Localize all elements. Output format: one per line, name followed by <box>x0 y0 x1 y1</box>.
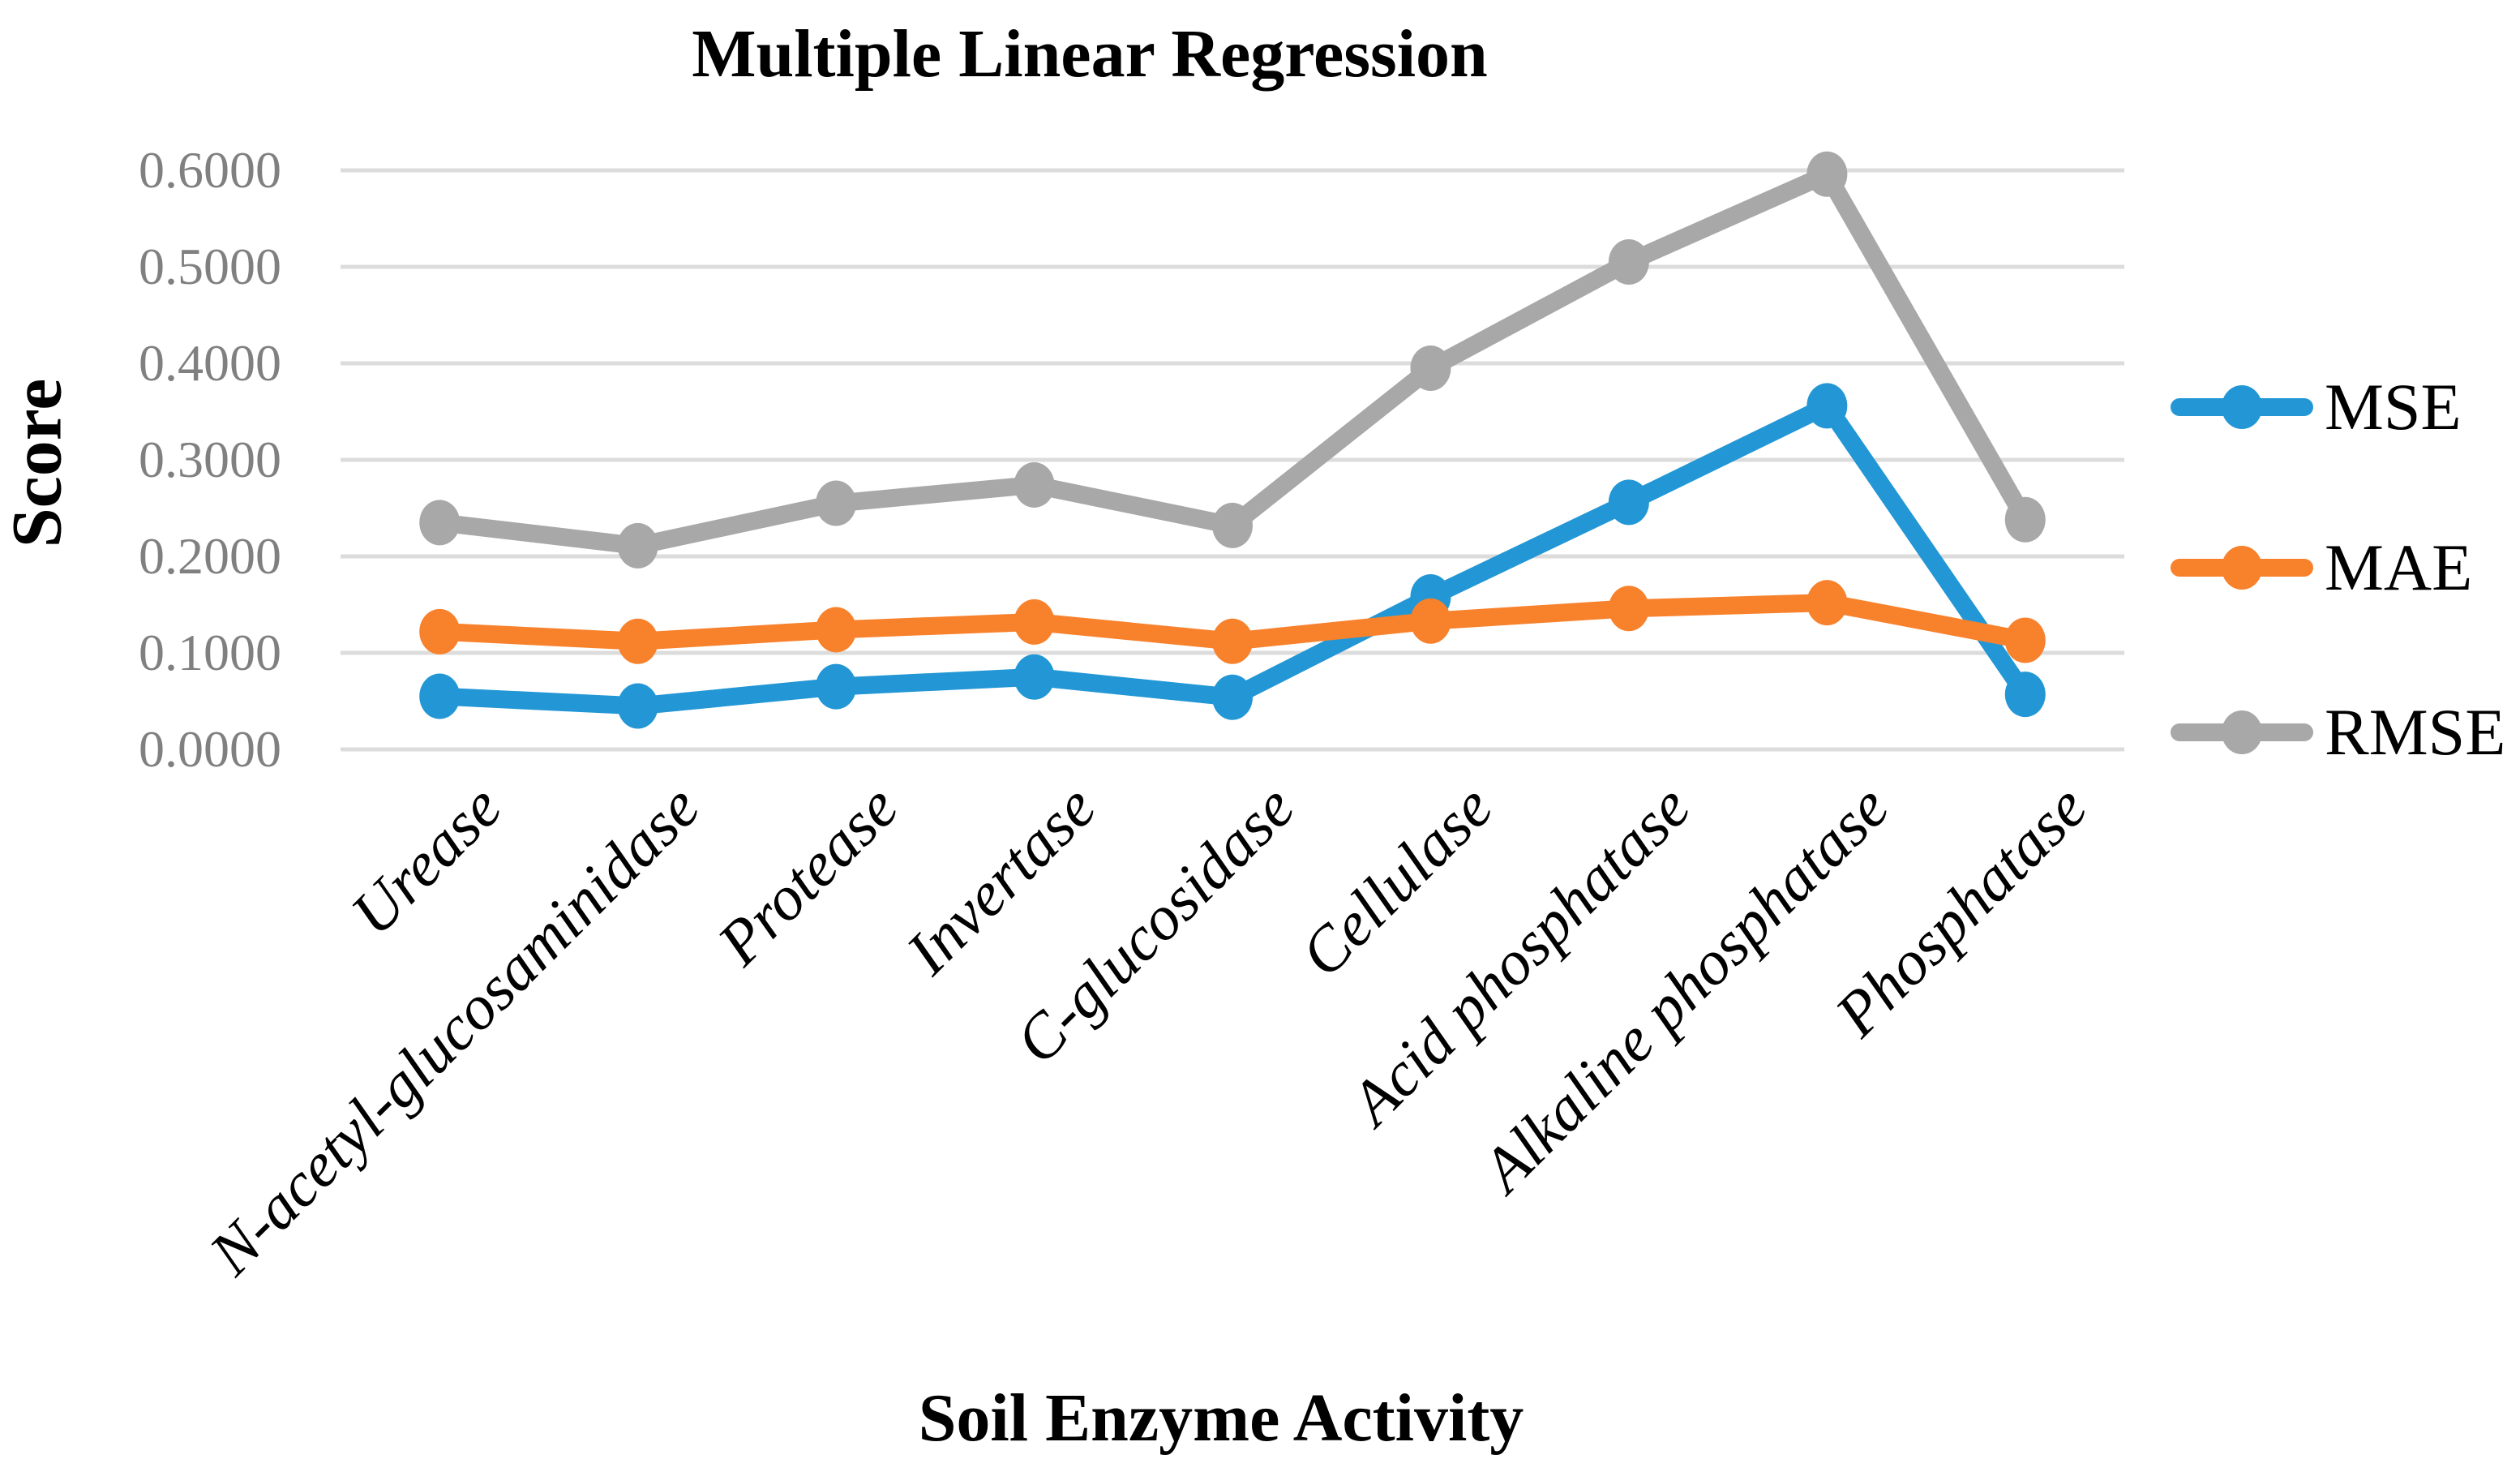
y-axis-tick-label: 0.4000 <box>139 334 281 392</box>
y-axis-tick-label: 0.5000 <box>139 238 281 295</box>
y-axis-tick-label: 0.3000 <box>139 431 281 488</box>
y-axis-tick-label: 0.6000 <box>139 141 281 199</box>
data-point-MAE <box>1212 618 1253 664</box>
data-point-MSE <box>1806 383 1848 429</box>
data-point-RMSE <box>1014 461 1055 508</box>
legend-label: MAE <box>2325 530 2473 604</box>
legend-marker-icon <box>2222 546 2262 590</box>
chart-title: Multiple Linear Regression <box>692 16 1488 92</box>
data-point-MAE <box>1806 580 1848 626</box>
x-axis-title: Soil Enzyme Activity <box>918 1380 1524 1456</box>
data-point-MSE <box>1608 479 1649 526</box>
legend-label: RMSE <box>2325 695 2506 769</box>
data-point-RMSE <box>617 522 658 569</box>
data-point-MAE <box>816 607 857 653</box>
data-point-MAE <box>419 608 461 654</box>
legend-marker-icon <box>2222 710 2262 754</box>
y-axis-tick-label: 0.1000 <box>139 624 281 681</box>
legend-label: MSE <box>2325 370 2462 444</box>
data-point-RMSE <box>1608 239 1649 285</box>
data-point-RMSE <box>1410 345 1451 391</box>
data-point-MSE <box>816 663 857 710</box>
y-axis-tick-label: 0.2000 <box>139 527 281 585</box>
data-point-RMSE <box>2004 496 2046 543</box>
data-point-MAE <box>1608 586 1649 632</box>
data-point-MAE <box>1410 598 1451 644</box>
data-point-MSE <box>1212 674 1253 720</box>
data-point-MAE <box>2004 617 2046 663</box>
series-line-RMSE <box>431 165 2034 555</box>
data-point-MSE <box>2004 672 2046 718</box>
data-point-RMSE <box>419 500 461 546</box>
data-point-RMSE <box>1212 502 1253 548</box>
data-point-MAE <box>1014 599 1055 645</box>
data-point-MSE <box>1014 654 1055 700</box>
data-point-MAE <box>617 618 658 664</box>
legend-marker-icon <box>2222 385 2262 429</box>
data-point-RMSE <box>1806 151 1848 197</box>
y-axis-tick-label: 0.0000 <box>139 720 281 778</box>
data-point-MSE <box>419 673 461 719</box>
data-point-RMSE <box>816 480 857 526</box>
data-point-MSE <box>617 683 658 729</box>
